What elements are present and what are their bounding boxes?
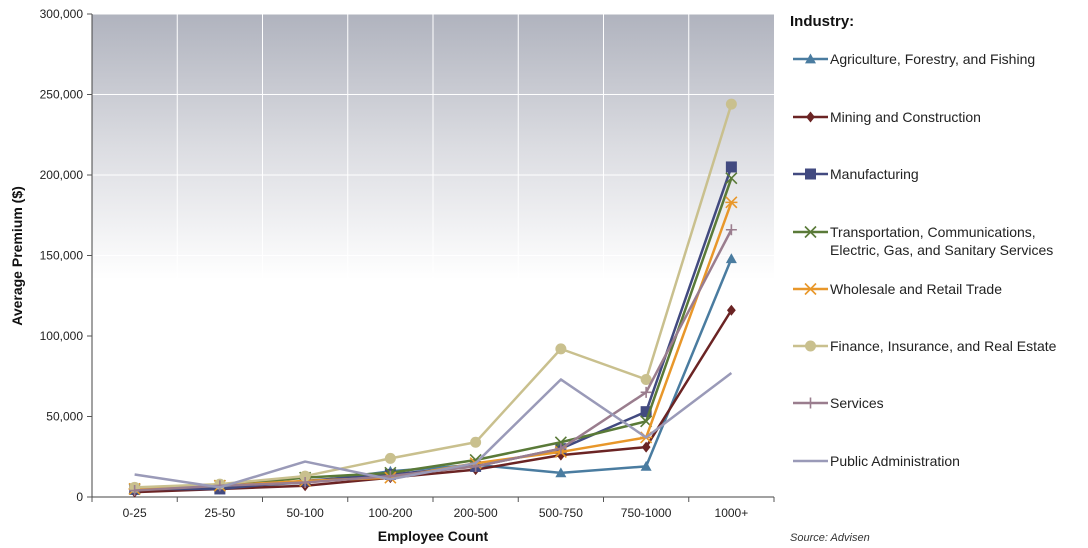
series-line <box>134 372 733 489</box>
legend-label: Transportation, Communications, <box>830 224 1036 240</box>
data-point <box>555 343 567 355</box>
legend: Industry: Agriculture, Forestry, and Fis… <box>790 13 1057 469</box>
legend-label: Public Administration <box>830 453 960 469</box>
x-tick-label: 25-50 <box>205 506 236 520</box>
y-axis-title: Average Premium ($) <box>9 186 25 326</box>
y-axis-ticks: 0 50,000 100,000 150,000 200,000 250,000 300,0… <box>40 7 92 504</box>
legend-marker <box>804 225 817 239</box>
legend-marker <box>804 282 817 296</box>
legend-label: Mining and Construction <box>830 109 981 125</box>
x-tick-label: 200-500 <box>454 506 498 520</box>
x-tick-label: 750-1000 <box>621 506 672 520</box>
y-tick-label: 200,000 <box>40 168 84 182</box>
legend-label: Manufacturing <box>830 166 919 182</box>
data-point <box>725 98 737 110</box>
legend-title: Industry: <box>790 13 854 30</box>
data-point <box>725 224 737 236</box>
data-point <box>725 172 738 185</box>
legend-marker <box>805 340 816 352</box>
data-point <box>555 467 567 478</box>
data-point <box>640 373 652 385</box>
legend-label: Services <box>830 395 884 411</box>
y-tick-label: 100,000 <box>40 329 84 343</box>
legend-marker <box>805 168 816 180</box>
data-point <box>725 196 738 209</box>
data-point <box>299 470 311 482</box>
y-tick-label: 250,000 <box>40 88 84 102</box>
x-axis-ticks: 0-25 25-50 50-100 100-200 200-500 500-750 750-… <box>91 497 775 520</box>
y-tick-label: 0 <box>76 490 83 504</box>
y-tick-label: 150,000 <box>40 249 84 263</box>
legend-item: Mining and Construction <box>793 109 981 125</box>
x-axis-title: Employee Count <box>378 528 489 544</box>
legend-item: Services <box>793 395 884 411</box>
data-point <box>384 452 396 464</box>
data-point <box>555 443 567 455</box>
data-point <box>726 304 736 316</box>
legend-label: Wholesale and Retail Trade <box>830 281 1002 297</box>
data-point <box>725 161 737 173</box>
legend-item: Manufacturing <box>793 166 919 182</box>
x-tick-label: 0-25 <box>123 506 147 520</box>
data-point <box>641 441 651 453</box>
data-point <box>129 485 141 497</box>
legend-item: Finance, Insurance, and Real Estate <box>793 338 1057 354</box>
legend-item: Public Administration <box>793 453 960 469</box>
data-point <box>470 436 482 448</box>
data-point <box>640 406 652 418</box>
y-tick-label: 50,000 <box>46 410 83 424</box>
y-tick-label: 300,000 <box>40 7 84 21</box>
legend-marker <box>805 53 816 64</box>
legend-label: Agriculture, Forestry, and Fishing <box>830 51 1035 67</box>
legend-item: Transportation, Communications, Electric,… <box>793 224 1053 258</box>
x-tick-label: 100-200 <box>368 506 412 520</box>
data-point <box>299 477 311 489</box>
legend-item: Agriculture, Forestry, and Fishing <box>793 51 1035 67</box>
x-tick-label: 500-750 <box>539 506 583 520</box>
legend-marker <box>806 111 815 123</box>
x-tick-label: 1000+ <box>715 506 749 520</box>
series-lines <box>128 98 738 498</box>
x-tick-label: 50-100 <box>286 506 324 520</box>
data-point <box>725 253 737 264</box>
legend-label: Finance, Insurance, and Real Estate <box>830 338 1057 354</box>
legend-item: Wholesale and Retail Trade <box>793 281 1002 297</box>
data-point <box>640 460 652 471</box>
legend-marker <box>805 397 816 409</box>
series-7 <box>134 372 733 489</box>
data-point <box>640 386 652 398</box>
grid <box>92 13 774 497</box>
source-note: Source: Advisen <box>790 532 870 544</box>
legend-label: Electric, Gas, and Sanitary Services <box>830 242 1053 258</box>
